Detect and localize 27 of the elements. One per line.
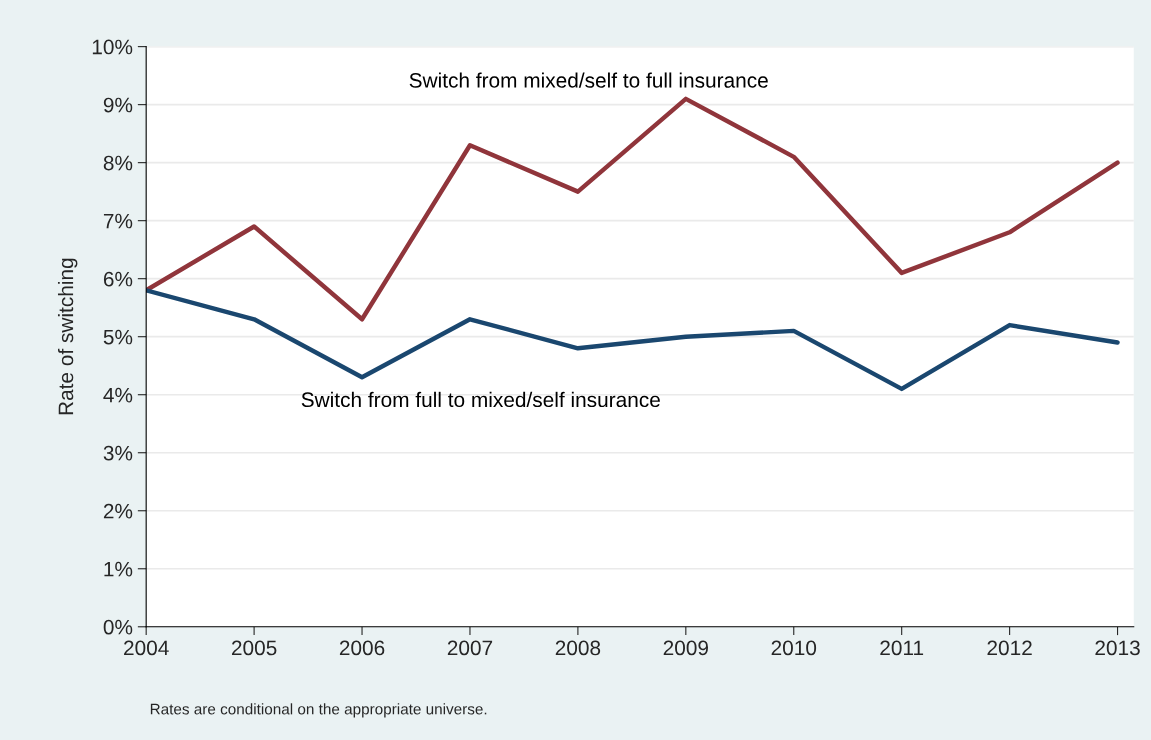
- y-tick-label: 0%: [103, 619, 133, 635]
- x-tick-label: 2010: [771, 640, 817, 656]
- y-tick-label: 5%: [103, 329, 133, 345]
- y-tick-label: 10%: [92, 39, 133, 55]
- y-axis-title: Rate of switching: [57, 258, 78, 415]
- x-tick-label: 2011: [880, 640, 924, 656]
- y-tick-label: 7%: [103, 213, 133, 229]
- series-label: Switch from full to mixed/self insurance: [301, 391, 660, 408]
- y-tick-label: 9%: [103, 97, 133, 113]
- x-tick-label: 2009: [663, 640, 709, 656]
- x-tick-label: 2005: [231, 640, 277, 656]
- text: Switch from mixed/self to full insurance: [409, 72, 768, 88]
- y-tick-label: 3%: [103, 445, 133, 461]
- x-tick-label: 2012: [987, 640, 1032, 656]
- y-tick-label: 8%: [103, 155, 133, 171]
- line-series: [146, 288, 1120, 392]
- y-tick-label: 6%: [103, 271, 133, 287]
- y-tick-label: 4%: [103, 387, 133, 403]
- line-series: [146, 96, 1120, 322]
- x-tick-label: 2013: [1095, 640, 1140, 656]
- x-tick-label: 2006: [339, 640, 385, 656]
- x-tick-label: 2004: [124, 640, 169, 656]
- y-tick-label: 1%: [104, 561, 133, 577]
- x-tick-label: 2008: [555, 640, 601, 656]
- x-tick-label: 2007: [447, 640, 493, 656]
- text: Rates are conditional on the appropriate universe.: [150, 703, 487, 718]
- y-tick-label: 2%: [103, 503, 133, 519]
